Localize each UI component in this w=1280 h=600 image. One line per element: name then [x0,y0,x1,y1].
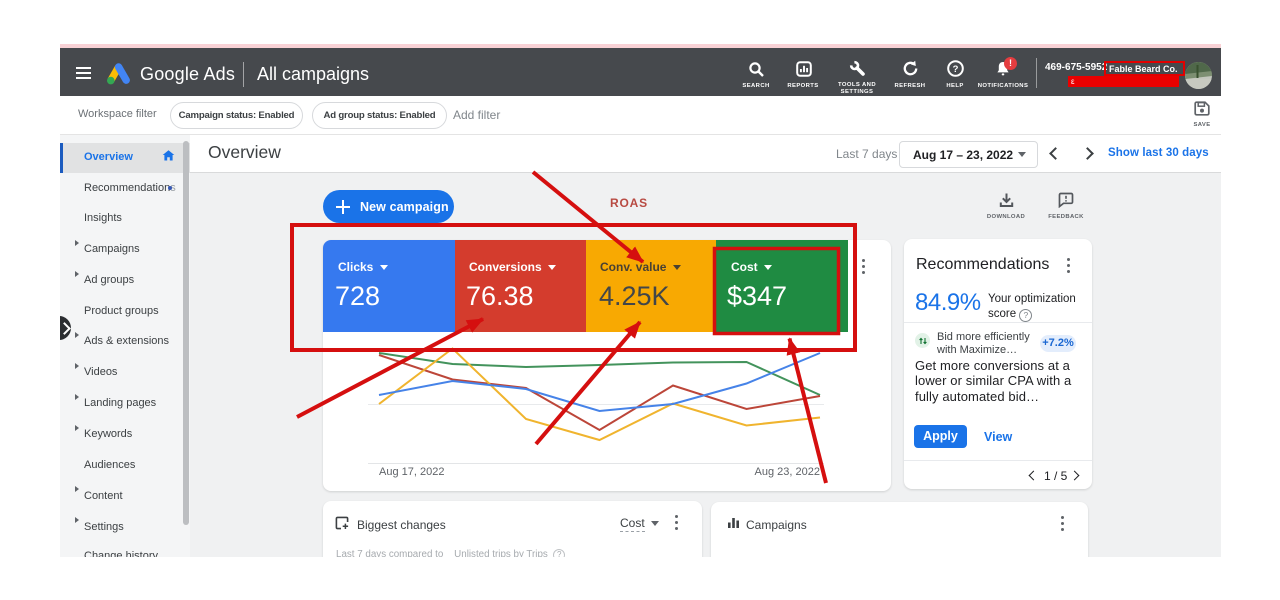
svg-text:?: ? [953,64,959,75]
